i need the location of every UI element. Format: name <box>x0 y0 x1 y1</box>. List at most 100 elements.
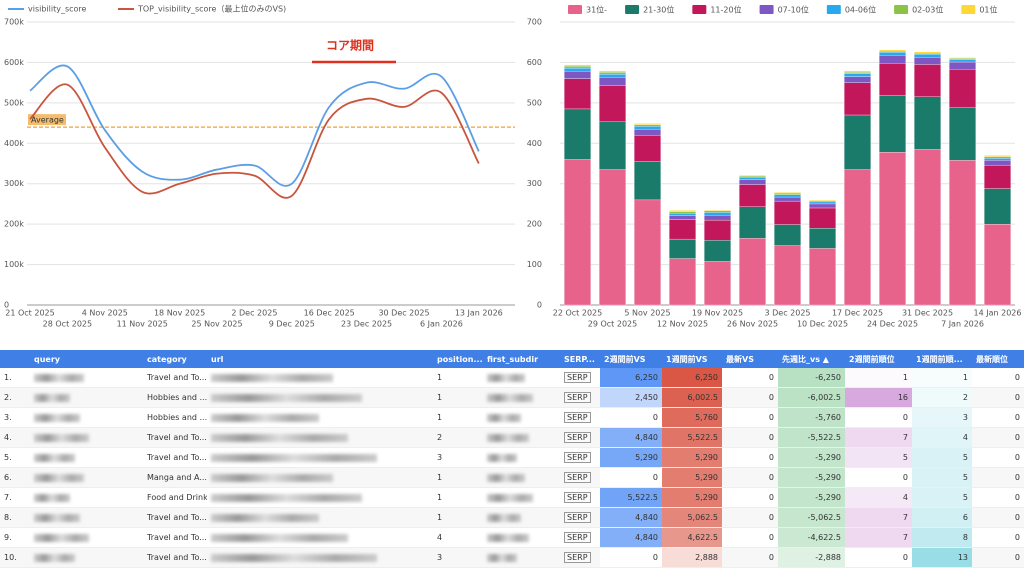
x-tick-label: 26 Nov 2025 <box>727 320 778 329</box>
table-cell: 0 <box>722 547 778 568</box>
table-cell: -5,522.5 <box>778 427 845 448</box>
bar-segment <box>949 107 976 161</box>
table-cell: Food and Drink <box>143 487 207 508</box>
bar-segment <box>914 57 941 65</box>
serp-button[interactable]: SERP <box>564 452 591 463</box>
table-cell: 3 <box>433 447 483 468</box>
bar-segment <box>844 70 871 73</box>
y-tick-label: 300 <box>527 179 542 188</box>
y-tick-label: 0 <box>537 301 542 310</box>
table-cell <box>30 447 143 468</box>
bar-segment <box>669 210 696 212</box>
serp-button[interactable]: SERP <box>564 492 591 503</box>
table-cell: 0 <box>972 487 1024 508</box>
legend-label: 11-20位 <box>710 5 741 15</box>
x-tick-label: 10 Dec 2025 <box>797 320 848 329</box>
bar-segment <box>739 177 766 180</box>
table-row: 2. Hobbies and ... 1 SERP 2,450 6,002.5 0 -6,00… <box>0 387 1024 408</box>
redacted <box>211 413 319 422</box>
bar-segment <box>879 152 906 306</box>
table-cell: 0 <box>972 407 1024 428</box>
table-cell: SERP <box>560 487 600 508</box>
x-tick-label: 16 Dec 2025 <box>304 309 355 318</box>
table-cell: 4 <box>433 527 483 548</box>
serp-button[interactable]: SERP <box>564 432 591 443</box>
table-cell: 0 <box>600 407 662 428</box>
serp-button[interactable]: SERP <box>564 532 591 543</box>
serp-button[interactable]: SERP <box>564 552 591 563</box>
bar-segment <box>809 200 836 203</box>
bar-segment <box>669 211 696 214</box>
table-cell: 2 <box>912 387 972 408</box>
y-tick-label: 100k <box>4 260 24 269</box>
table-cell <box>483 447 560 468</box>
bar-segment <box>844 114 871 170</box>
table-cell: 5,760 <box>662 407 722 428</box>
table-cell: 5 <box>912 487 972 508</box>
bar-segment <box>984 156 1011 159</box>
bar-segment <box>879 52 906 56</box>
bar-segment <box>879 95 906 153</box>
serp-button[interactable]: SERP <box>564 472 591 483</box>
table-cell: 1 <box>433 368 483 388</box>
bar-segment <box>879 50 906 53</box>
table-cell: 0 <box>722 527 778 548</box>
serp-button[interactable]: SERP <box>564 512 591 523</box>
table-cell: 9. <box>0 527 30 548</box>
bar-segment <box>634 123 661 125</box>
table-cell: SERP <box>560 467 600 488</box>
bar-segment <box>879 49 906 52</box>
table-cell <box>483 427 560 448</box>
table-cell: -5,290 <box>778 447 845 468</box>
bar-segment <box>774 224 801 246</box>
bar-segment <box>844 71 871 74</box>
bar-segment <box>669 238 696 259</box>
table-cell: SERP <box>560 387 600 408</box>
bar-segment <box>634 124 661 127</box>
data-table: query category url position... first_subdir S… <box>0 350 1024 568</box>
column-header: 2週間前VS <box>600 350 662 368</box>
x-tick-label: 28 Oct 2025 <box>43 320 92 329</box>
header-row: query category url position... first_subdir S… <box>0 350 1024 368</box>
table-cell: 13 <box>912 547 972 568</box>
redacted <box>211 373 334 382</box>
serp-button[interactable]: SERP <box>564 372 591 383</box>
table-cell: Travel and To... <box>143 507 207 528</box>
serp-button[interactable]: SERP <box>564 392 591 403</box>
table-cell: 5,290 <box>662 467 722 488</box>
bar-segment <box>564 64 591 67</box>
column-header: 1週間前順... <box>912 350 972 368</box>
serp-button[interactable]: SERP <box>564 412 591 423</box>
table-cell: Travel and To... <box>143 368 207 388</box>
table-cell: SERP <box>560 507 600 528</box>
legend-label: 02-03位 <box>912 5 943 15</box>
x-tick-label: 7 Jan 2026 <box>941 320 984 329</box>
bar-segment <box>774 194 801 198</box>
table-cell <box>30 407 143 428</box>
redacted <box>34 553 75 562</box>
table-cell: 6. <box>0 467 30 488</box>
x-tick-label: 29 Oct 2025 <box>588 320 637 329</box>
table-cell: SERP <box>560 447 600 468</box>
table-cell: 4 <box>912 427 972 448</box>
table-cell <box>30 507 143 528</box>
table-cell <box>483 407 560 428</box>
column-header: position... <box>433 350 483 368</box>
table-cell: 8 <box>912 527 972 548</box>
table-cell: SERP <box>560 527 600 548</box>
x-tick-label: 23 Dec 2025 <box>341 320 392 329</box>
bar-segment <box>949 58 976 60</box>
column-header: url <box>207 350 433 368</box>
bar-segment <box>774 192 801 195</box>
bar-segment <box>634 135 661 162</box>
bar-segment <box>809 228 836 249</box>
table-cell: -5,290 <box>778 487 845 508</box>
table-row: 6. Manga and A... 1 SERP 0 5,290 0 -5,290 0 5 0 <box>0 467 1024 488</box>
table-cell: 0 <box>972 547 1024 568</box>
x-tick-label: 13 Jan 2026 <box>455 309 503 318</box>
bar-segment <box>809 248 836 306</box>
table-cell <box>30 527 143 548</box>
table-cell: 0 <box>845 467 912 488</box>
y-tick-label: 400 <box>527 139 542 148</box>
